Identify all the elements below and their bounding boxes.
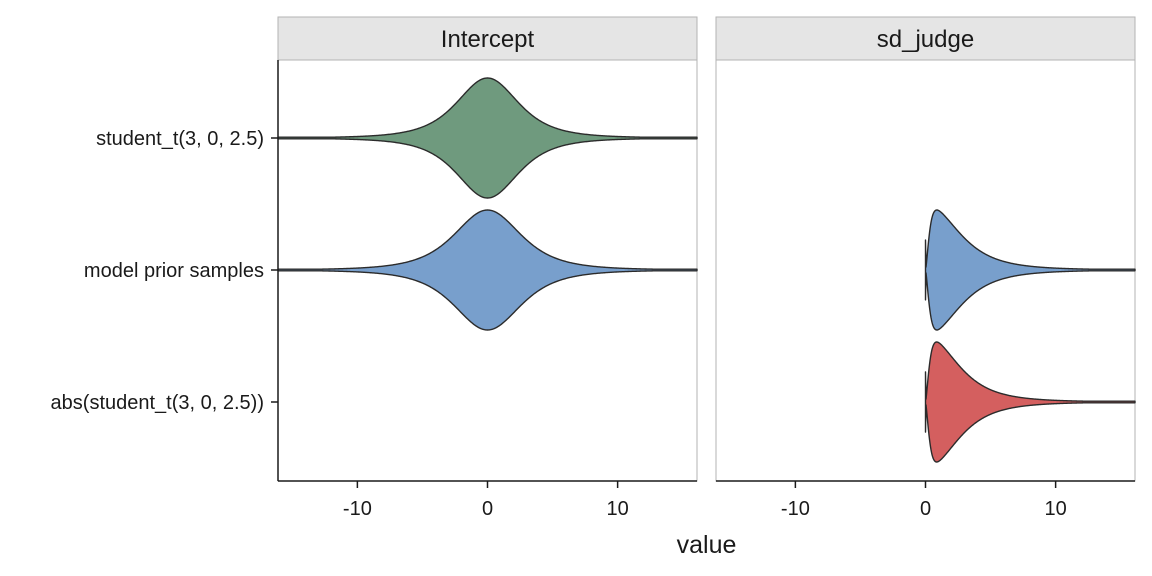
x-tick-label: -10 [343, 498, 372, 520]
strip-intercept [277, 16, 698, 61]
x-axis-title: value [677, 531, 737, 559]
violin-sd-judge-1 [924, 209, 1136, 331]
y-tick-label: model prior samples [84, 260, 264, 282]
violin-intercept-0 [277, 77, 698, 199]
panel-intercept: Intercept -10 0 10 [277, 16, 698, 520]
x-tick-label: 10 [606, 498, 628, 520]
x-ticks-intercept: -10 0 10 [343, 481, 629, 520]
strip-label-intercept: Intercept [441, 26, 535, 53]
x-tick-label: -10 [781, 498, 810, 520]
violin-intercept-1 [277, 209, 698, 331]
panel-sd-judge: sd_judge -10 0 10 [715, 16, 1136, 520]
x-ticks-sd-judge: -10 0 10 [781, 481, 1067, 520]
y-tick-label: student_t(3, 0, 2.5) [96, 128, 264, 150]
x-tick-label: 10 [1044, 498, 1066, 520]
x-tick-label: 0 [920, 498, 931, 520]
y-tick-label: abs(student_t(3, 0, 2.5)) [51, 392, 264, 414]
y-axis-categories: student_t(3, 0, 2.5) model prior samples a… [51, 128, 278, 414]
strip-label-sd-judge: sd_judge [877, 26, 974, 53]
violins-sd-judge [924, 209, 1136, 463]
violin-sd-judge-2 [924, 341, 1136, 463]
violins-intercept [277, 77, 698, 331]
strip-sd-judge [715, 16, 1136, 61]
x-tick-label: 0 [482, 498, 493, 520]
